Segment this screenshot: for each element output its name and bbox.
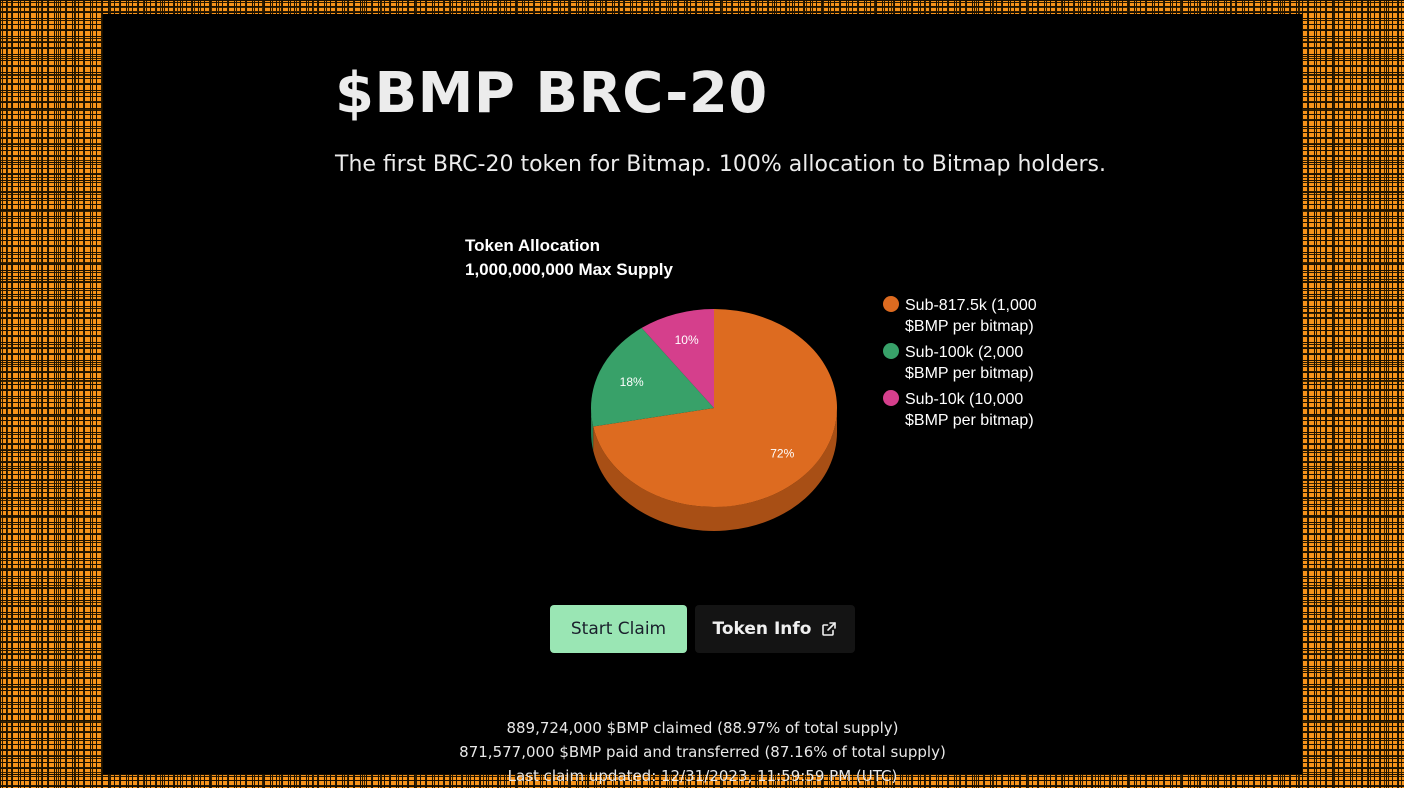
token-info-label: Token Info <box>712 619 812 639</box>
token-info-button[interactable]: Token Info <box>695 605 855 653</box>
page-subtitle: The first BRC-20 token for Bitmap. 100% … <box>335 152 1106 177</box>
chart-title: Token Allocation <box>465 236 600 255</box>
pie-group: 72% 18% 10% <box>591 309 837 531</box>
legend-label-1-line-0[interactable]: Sub-100k (2,000 <box>905 344 1023 361</box>
stat-claimed: 889,724,000 $BMP claimed (88.97% of tota… <box>506 719 899 737</box>
pie-side-0 <box>593 408 837 531</box>
legend-label-0-line-1[interactable]: $BMP per bitmap) <box>905 318 1034 335</box>
chart-legend: Sub-817.5k (1,000 $BMP per bitmap) Sub-100… <box>883 296 1037 429</box>
pie-slice-2[interactable] <box>641 309 714 408</box>
pie-slice-label-0: 72% <box>770 446 794 460</box>
legend-marker-2[interactable] <box>883 390 899 406</box>
pie-slice-label-1: 18% <box>620 375 644 389</box>
main-panel: $BMP BRC-20 The first BRC-20 token for B… <box>103 14 1302 785</box>
pie-slice-1[interactable] <box>591 327 714 427</box>
legend-marker-0[interactable] <box>883 296 899 312</box>
pie-side-1 <box>591 408 594 451</box>
pie-chart-svg: Token Allocation 1,000,000,000 Max Suppl… <box>465 236 1037 531</box>
pie-slice-label-2: 10% <box>675 333 699 347</box>
action-buttons: Start Claim Token Info <box>550 605 855 653</box>
stat-paid: 871,577,000 $BMP paid and transferred (8… <box>459 743 946 761</box>
legend-marker-1[interactable] <box>883 343 899 359</box>
external-link-icon <box>821 621 837 637</box>
chart-subtitle: 1,000,000,000 Max Supply <box>465 260 673 279</box>
legend-label-2-line-1[interactable]: $BMP per bitmap) <box>905 412 1034 429</box>
claim-stats: 889,724,000 $BMP claimed (88.97% of tota… <box>103 716 1302 788</box>
legend-label-0-line-0[interactable]: Sub-817.5k (1,000 <box>905 297 1037 314</box>
page-title: $BMP BRC-20 <box>335 61 768 126</box>
start-claim-button[interactable]: Start Claim <box>550 605 687 653</box>
allocation-chart: Token Allocation 1,000,000,000 Max Suppl… <box>443 214 1037 544</box>
stat-last-update: Last claim updated: 12/31/2023, 11:59:59… <box>507 767 898 785</box>
legend-label-1-line-1[interactable]: $BMP per bitmap) <box>905 365 1034 382</box>
legend-label-2-line-0[interactable]: Sub-10k (10,000 <box>905 391 1023 408</box>
pie-slice-0[interactable] <box>593 309 837 507</box>
start-claim-label: Start Claim <box>570 619 667 639</box>
